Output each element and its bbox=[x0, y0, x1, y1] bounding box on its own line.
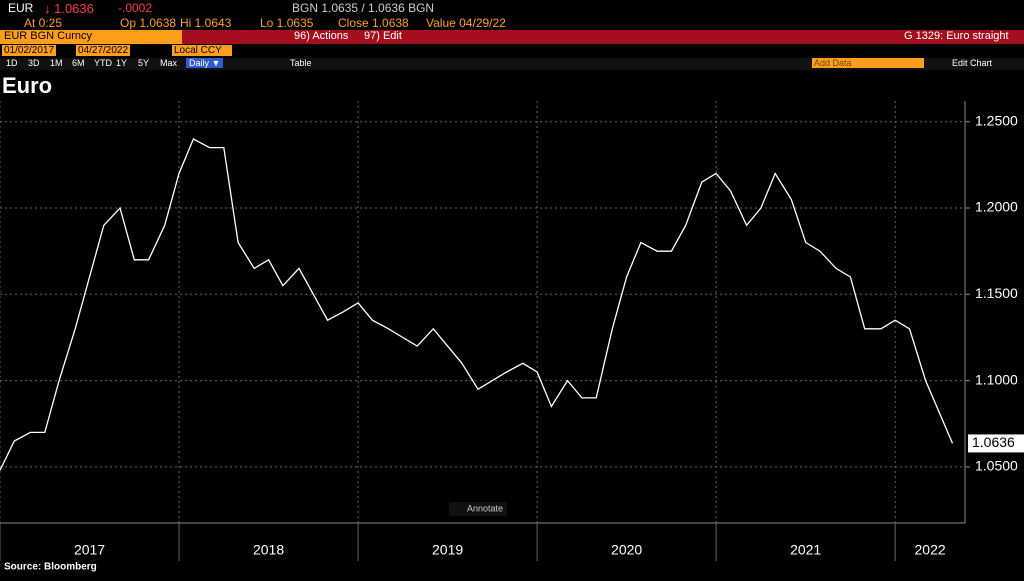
chart: Euro Annotate Source: Bloomberg 1.0500 1.… bbox=[0, 73, 1024, 573]
last-value-label: 1.0636 bbox=[972, 434, 1015, 450]
chart-title: Euro bbox=[2, 73, 52, 98]
range-button[interactable]: 1D bbox=[6, 58, 18, 68]
annotate[interactable]: Annotate bbox=[467, 503, 503, 513]
date-bar: 01/02/2017 04/27/2022 Local CCY bbox=[0, 45, 1024, 57]
start-date[interactable]: 01/02/2017 bbox=[2, 45, 57, 56]
edit-chart[interactable]: Edit Chart bbox=[952, 58, 993, 68]
value-date: Value 04/29/22 bbox=[426, 16, 506, 30]
ticker: EUR bbox=[8, 1, 34, 15]
close: Close 1.0638 bbox=[338, 16, 409, 30]
change: -.0002 bbox=[118, 1, 153, 15]
command-bar: EUR BGN Curncy 96) Actions 97) Edit G 13… bbox=[0, 30, 1024, 44]
range-button[interactable]: Max bbox=[160, 58, 178, 68]
table[interactable]: Table bbox=[290, 58, 312, 68]
price-line bbox=[0, 138, 954, 471]
y-tick-label: 1.0500 bbox=[975, 458, 1018, 474]
at: At 0:25 bbox=[24, 16, 63, 30]
actions[interactable]: 96) Actions bbox=[294, 30, 349, 42]
last-value-box bbox=[968, 434, 1024, 453]
y-tick-label: 1.1000 bbox=[975, 371, 1018, 387]
range-button[interactable]: 6M bbox=[72, 58, 85, 68]
bid-ask: BGN 1.0635 / 1.0636 BGN bbox=[292, 1, 435, 15]
x-tick-label: 2019 bbox=[432, 542, 463, 558]
x-tick-label: 2020 bbox=[611, 542, 642, 558]
x-tick-label: 2017 bbox=[74, 542, 105, 558]
end-date[interactable]: 04/27/2022 bbox=[76, 45, 131, 56]
chart-name: G 1329: Euro straight bbox=[904, 30, 1009, 42]
x-tick-label: 2018 bbox=[253, 542, 284, 558]
range-button[interactable]: 1Y bbox=[116, 58, 128, 68]
low: Lo 1.0635 bbox=[260, 16, 314, 30]
annotate-button[interactable] bbox=[449, 502, 507, 516]
x-tick-label: 2021 bbox=[790, 542, 821, 558]
add-data[interactable]: Add Data bbox=[812, 58, 924, 68]
edit[interactable]: 97) Edit bbox=[364, 30, 402, 42]
security[interactable]: EUR BGN Curncy bbox=[0, 30, 182, 44]
source: Source: Bloomberg bbox=[4, 562, 97, 573]
y-tick-label: 1.1500 bbox=[975, 285, 1018, 301]
range-button[interactable]: 1M bbox=[50, 58, 63, 68]
quote-header: EUR ↓ 1.0636 -.0002 BGN 1.0635 / 1.0636 … bbox=[0, 0, 1024, 30]
currency[interactable]: Local CCY bbox=[172, 45, 232, 56]
range-button[interactable]: 5Y bbox=[138, 58, 150, 68]
y-tick-label: 1.2500 bbox=[975, 112, 1018, 128]
x-tick-label: 2022 bbox=[915, 542, 946, 558]
range-button[interactable]: YTD bbox=[94, 58, 112, 68]
frequency[interactable]: Daily ▼ bbox=[186, 58, 224, 68]
range-bar: Daily ▼ Table Add Data Edit Chart 1D 3D 1M… bbox=[0, 58, 1024, 70]
y-tick-label: 1.2000 bbox=[975, 199, 1018, 215]
open: Op 1.0638 bbox=[120, 16, 177, 30]
last: ↓ 1.0636 bbox=[44, 1, 94, 16]
high: Hi 1.0643 bbox=[180, 16, 232, 30]
range-button[interactable]: 3D bbox=[28, 58, 40, 68]
